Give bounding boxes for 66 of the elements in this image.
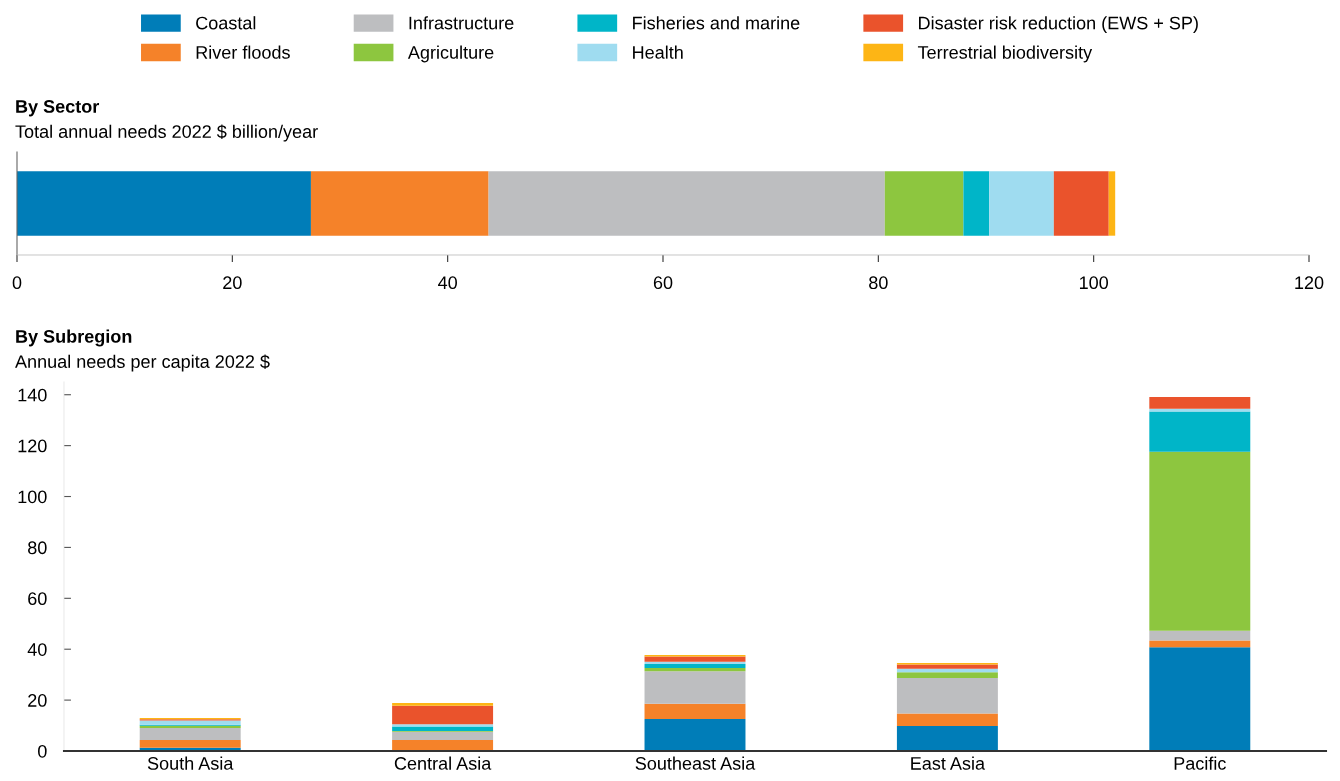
x-tick-label: 80 [869,276,888,290]
legend-label: Health [633,45,683,59]
bar [392,724,494,727]
bar [644,703,746,719]
bar [989,171,1054,236]
legend-label: Disaster risk reduction (EWS + SP) [919,16,1198,33]
bar [896,672,998,678]
x-tick-label: Southeast Asia [635,756,756,770]
y-tick-label: 20 [28,694,47,707]
bar [644,668,746,672]
y-tick-label: 140 [18,388,47,402]
legend-label: Coastal [196,16,256,30]
bar [17,171,311,236]
bar [896,664,998,669]
bar [1149,630,1251,641]
x-tick-label: 40 [438,276,457,290]
bar [392,702,494,706]
x-tick-label: 60 [653,276,673,290]
bar [1149,451,1251,631]
legend-label: Agriculture [407,45,494,63]
x-tick-label: 100 [1079,276,1109,290]
bar [896,713,998,727]
bar [1149,411,1251,452]
bar [963,171,990,236]
bar [644,718,746,751]
bar [1108,171,1116,236]
y-tick-label: 40 [27,643,47,656]
bar [896,726,998,751]
x-tick-label: Pacific [1174,756,1226,770]
y-tick-label: 80 [28,541,47,555]
chart-subtitle: Total annual needs 2022 $ billion/year [15,124,318,142]
bar [644,663,746,669]
y-tick-label: 0 [38,744,47,758]
bar [896,677,998,714]
legend-label: Terrestrial biodiversity [917,45,1093,63]
x-tick-label: 120 [1295,276,1324,290]
bar [884,171,964,236]
y-tick-label: 100 [18,490,47,504]
legend-label: Infrastructure [409,16,514,30]
bar [1053,171,1109,236]
bar [310,171,489,236]
bar [644,656,746,662]
y-tick-label: 60 [28,592,47,606]
bar [1149,640,1251,648]
bar [392,705,494,725]
bar [1149,647,1251,751]
y-tick-label: 120 [18,439,47,453]
bar [488,171,885,236]
bar [644,671,746,704]
bar [139,728,241,741]
bar [139,740,241,748]
bar [1149,397,1251,409]
bar [392,726,494,731]
chart-subtitle: Annual needs per capita 2022 $ [15,354,270,372]
bar [392,731,494,741]
chart-title: By Sector [16,100,100,117]
chart-title: By Subregion [16,329,132,347]
x-tick-label: East Asia [911,756,986,770]
bar [139,720,241,725]
bar [1149,408,1251,412]
x-tick-label: Central Asia [394,756,492,770]
legend-label: Fisheries and marine [633,16,800,30]
x-tick-label: 20 [223,276,242,290]
bar [392,740,494,751]
legend-label: River floods [196,45,290,59]
x-tick-label: South Asia [147,756,234,770]
